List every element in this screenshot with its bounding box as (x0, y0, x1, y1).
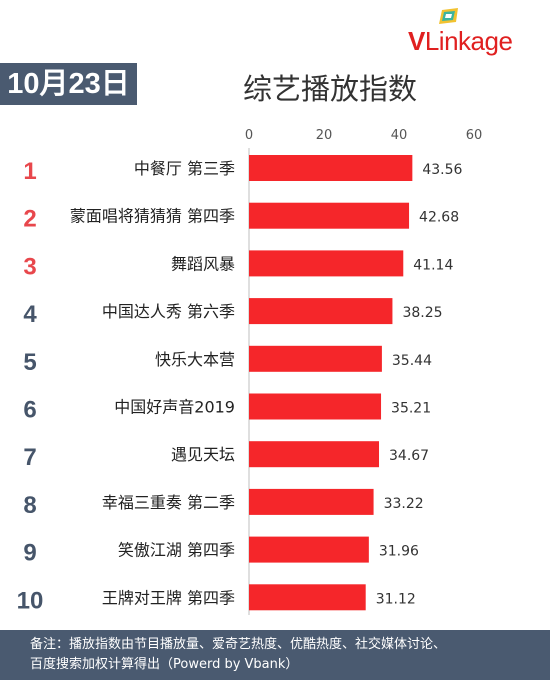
category-label: 舞蹈风暴 (171, 254, 235, 273)
bar (249, 441, 380, 468)
x-tick-label: 20 (316, 128, 333, 143)
bar (249, 250, 404, 277)
logo-mark-icon (439, 8, 458, 24)
category-label: 蒙面唱将猜猜猜 第四季 (70, 207, 235, 226)
logo-text-link: Link (424, 26, 471, 56)
category-label: 遇见天坛 (171, 445, 235, 464)
bar-value-label: 41.14 (413, 257, 453, 273)
rank-number: 2 (23, 206, 36, 233)
rank-number: 9 (23, 540, 36, 567)
bar-value-label: 35.21 (391, 401, 431, 417)
bar-value-label: 31.96 (379, 544, 419, 560)
rank-number: 5 (23, 349, 36, 376)
x-tick-label: 40 (391, 128, 408, 143)
bar-value-label: 34.67 (389, 448, 429, 464)
footer-line-1: 备注：播放指数由节目播放量、爱奇艺热度、优酷热度、社交媒体讨论、 (30, 637, 447, 652)
bar-value-label: 33.22 (384, 496, 424, 512)
rank-number: 10 (17, 587, 44, 614)
category-label: 中餐厅 第三季 (134, 159, 235, 178)
bar-value-label: 38.25 (402, 305, 442, 321)
bar (249, 488, 374, 515)
category-label: 笑傲江湖 第四季 (118, 541, 235, 560)
logo-text-age: age (470, 26, 513, 56)
footer-line-2: 百度搜索加权计算得出（Powerd by Vbank） (30, 657, 299, 672)
date-badge: 10月23日 (0, 63, 137, 105)
bar (249, 584, 366, 611)
chart-title: 综艺播放指数 (242, 72, 417, 106)
bar-chart: 0 20 40 60 1 中餐厅 第三季 43.56 2 蒙面唱将猜猜猜 第四季 42.68 3 舞蹈… (17, 128, 483, 615)
rank-number: 8 (23, 492, 36, 519)
bar-value-label: 43.56 (422, 162, 462, 178)
category-label: 中国好声音2019 (114, 398, 235, 417)
footer-note: 备注：播放指数由节目播放量、爱奇艺热度、优酷热度、社交媒体讨论、 百度搜索加权计… (0, 630, 550, 680)
category-label: 快乐大本营 (155, 350, 235, 369)
bar (249, 393, 382, 420)
rank-number: 6 (23, 397, 36, 424)
bar (249, 202, 410, 229)
x-tick-label: 0 (245, 128, 253, 143)
rank-number: 7 (23, 444, 36, 471)
rank-number: 3 (23, 253, 36, 280)
logo-text-v: V (408, 26, 425, 56)
category-label: 中国达人秀 第六季 (102, 302, 235, 321)
bar (249, 298, 393, 325)
bar-value-label: 42.68 (419, 210, 459, 226)
bar (249, 345, 382, 372)
bar-value-label: 31.12 (376, 591, 416, 607)
logo-text: VLinkage (408, 26, 513, 57)
x-tick-label: 60 (466, 128, 483, 143)
bar (249, 536, 369, 563)
bar (249, 155, 413, 181)
rank-number: 4 (23, 301, 37, 328)
category-label: 王牌对王牌 第四季 (102, 588, 235, 607)
bar-value-label: 35.44 (392, 353, 432, 369)
vlinkage-logo: VLinkage (408, 8, 542, 57)
rank-number: 1 (23, 158, 36, 185)
category-label: 幸福三重奏 第二季 (102, 493, 235, 512)
